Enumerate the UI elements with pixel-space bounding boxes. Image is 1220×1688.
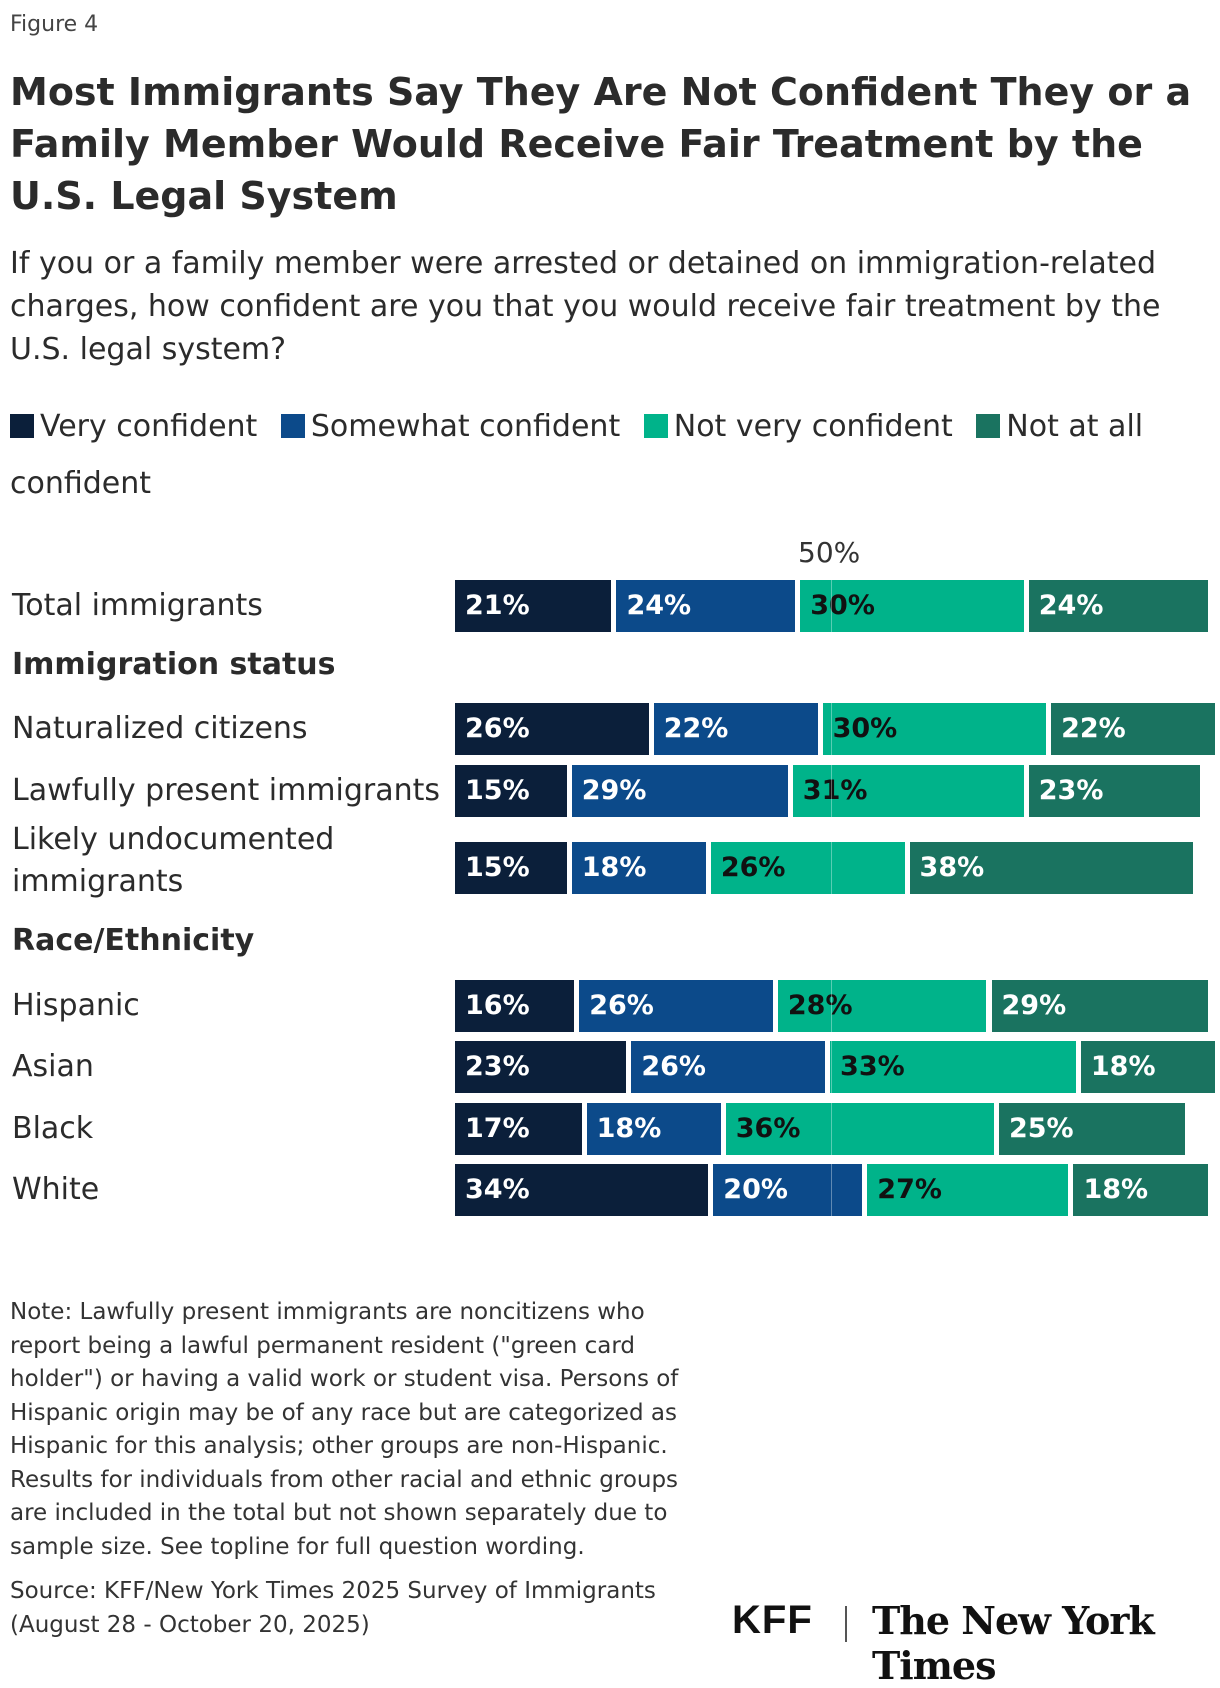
bar-segment [991, 979, 1208, 1032]
axis-marker-label: 50% [798, 536, 861, 569]
nyt-logo: The New York Times [872, 1598, 1155, 1688]
bar-value-label: 34% [465, 1174, 530, 1205]
bar-value-label: 21% [465, 590, 530, 621]
legend-label: Very confident [40, 409, 258, 444]
row-label: Likely undocumented immigrants [12, 822, 335, 899]
bar-segment [455, 580, 612, 632]
bar-segment [455, 1164, 709, 1216]
bar-segment [1051, 703, 1215, 755]
bar-value-label: 27% [877, 1174, 942, 1205]
bar-segment [1073, 1164, 1208, 1216]
legend-swatch [643, 414, 668, 438]
bar-value-label: 31% [802, 774, 868, 806]
bar-segment [1080, 1041, 1215, 1093]
bar-value-label: 18% [596, 1112, 662, 1144]
row-label: Asian [12, 1049, 94, 1084]
chart-subtitle: If you or a family member were arrested … [10, 246, 1161, 367]
bar-segment [822, 703, 1047, 755]
note-text: Note: Lawfully present immigrants are no… [10, 1299, 679, 1560]
bar-value-label: 26% [720, 852, 786, 883]
bar-segment [909, 842, 1193, 894]
bar-segment [800, 580, 1024, 632]
bar-segment [998, 1102, 1186, 1155]
bar-value-label: 18% [1083, 1174, 1149, 1205]
bar-segment [710, 842, 905, 894]
legend-swatch [10, 414, 34, 438]
bar-value-label: 15% [465, 774, 530, 806]
row-label: Hispanic [12, 987, 140, 1023]
bar-value-label: 18% [1090, 1051, 1156, 1082]
legend-item: Very confident [10, 409, 257, 444]
bar-value-label: 17% [465, 1112, 530, 1144]
bar-value-label: 30% [832, 713, 898, 744]
bar-segment [631, 1041, 826, 1093]
bar-segment [713, 1164, 863, 1216]
section-label: Race/Ethnicity [12, 923, 255, 958]
bar-value-label: 33% [840, 1051, 905, 1082]
legend-label: Not at all confident [10, 409, 1144, 501]
bar-value-label: 22% [663, 713, 729, 744]
bar-segment [455, 1041, 627, 1093]
fifty-percent-line [831, 580, 832, 1224]
legend-label: Not very confident [673, 409, 953, 444]
bar-segment [1028, 580, 1208, 632]
legend-item: Not at all confident [10, 409, 1143, 501]
bar-segment [571, 842, 706, 894]
bar-segment [455, 764, 567, 817]
bar-value-label: 23% [465, 1051, 530, 1082]
legend-swatch [280, 414, 305, 438]
bar-segment [725, 1102, 994, 1155]
bar-segment [830, 1041, 1076, 1093]
bar-value-label: 16% [465, 989, 530, 1021]
logo-divider [845, 1606, 847, 1642]
row-label: Naturalized citizens [12, 711, 308, 746]
legend-swatch [976, 414, 1001, 438]
row-label: White [12, 1172, 100, 1207]
bar-value-label: 23% [1038, 774, 1104, 806]
bar-value-label: 29% [581, 774, 647, 806]
bar-segment [792, 764, 1024, 817]
bar-value-label: 30% [810, 590, 875, 621]
bar-segment [455, 979, 575, 1032]
bar-segment [1028, 764, 1201, 817]
legend-item: Not very confident [643, 409, 953, 444]
bar-segment [579, 979, 773, 1032]
bar-segment [586, 1102, 721, 1155]
bar-value-label: 18% [581, 852, 647, 883]
bar-value-label: 26% [641, 1051, 706, 1082]
legend-item: Somewhat confident [280, 409, 621, 444]
bar-value-label: 15% [465, 852, 530, 883]
row-label: Lawfully present immigrants [12, 772, 441, 808]
row-label: Black [12, 1110, 94, 1146]
source-text: Source: KFF/New York Times 2025 Survey o… [10, 1578, 656, 1638]
bar-segment [616, 580, 796, 632]
bar-value-label: 26% [465, 713, 530, 744]
bar-value-label: 26% [589, 989, 654, 1021]
row-label: Total immigrants [12, 588, 263, 623]
bar-value-label: 24% [626, 590, 692, 621]
bar-value-label: 20% [723, 1174, 788, 1205]
bar-segment [455, 842, 567, 894]
kff-logo: KFF [732, 1598, 813, 1642]
bar-value-label: 22% [1061, 713, 1126, 744]
bar-value-label: 24% [1038, 590, 1104, 621]
legend: Very confident Somewhat confident Not ve… [10, 398, 1180, 512]
section-label: Immigration status [12, 646, 336, 682]
bar-segment [653, 703, 818, 755]
bar-segment [867, 1164, 1069, 1216]
bar-value-label: 29% [1001, 989, 1067, 1021]
legend-label: Somewhat confident [310, 409, 621, 444]
bar-segment [455, 703, 649, 755]
bar-value-label: 28% [787, 989, 853, 1021]
bar-value-label: 38% [919, 852, 985, 883]
bar-segment [571, 764, 788, 817]
bar-value-label: 25% [1008, 1112, 1074, 1144]
chart-title: Most Immigrants Say They Are Not Confide… [10, 70, 1192, 218]
bar-segment [455, 1102, 582, 1155]
figure-label: Figure 4 [10, 12, 99, 37]
bar-segment [777, 979, 987, 1032]
bar-value-label: 36% [735, 1112, 801, 1144]
